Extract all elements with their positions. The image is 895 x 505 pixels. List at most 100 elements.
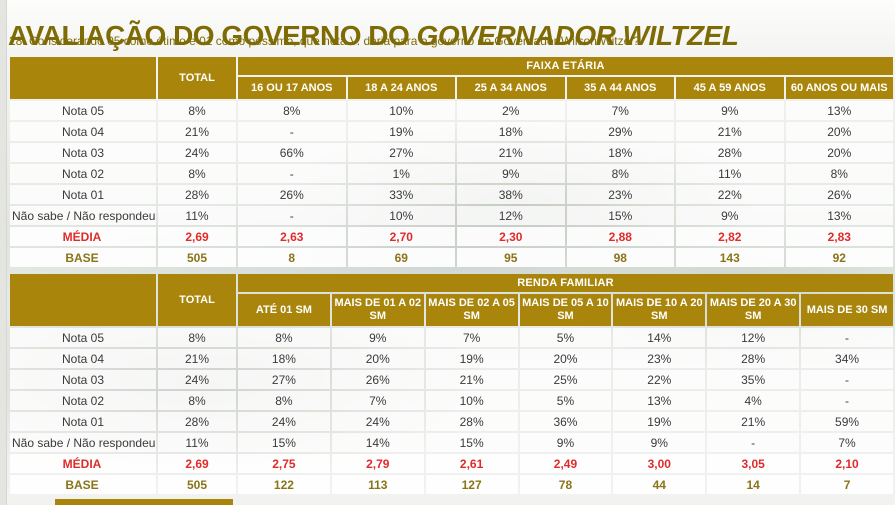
table-cell: 5% [519,391,612,410]
table-row: Nota 05 8% 8% 9% 7% 5% 14% 12% - [10,328,893,347]
table-cell: - [801,328,893,347]
total-cell: 28% [158,412,236,431]
table-cell: 29% [566,122,674,141]
table-cell: 34% [801,349,893,368]
table-row: BASE 505 8 69 95 98 143 92 [10,248,893,267]
table-cell: 3,05 [707,454,800,473]
table-cell: 9% [613,433,706,452]
table-row: Nota 04 21% -19% 18% 29% 21% 20% [10,122,893,141]
table-cell: 44 [613,475,706,494]
table-renda-familiar: TOTAL RENDA FAMILIAR ATÉ 01 SM MAIS DE 01 A… [8,272,895,496]
total-cell: 2,69 [158,454,236,473]
table-cell: 78 [519,475,612,494]
table-cell: 27% [347,143,455,162]
table-cell: 2,61 [425,454,518,473]
table-cell: 15% [425,433,518,452]
column-header: 60 ANOS OU MAIS [785,77,893,99]
data-table-renda-familiar: TOTAL RENDA FAMILIAR ATÉ 01 SM MAIS DE 01 A… [8,272,895,496]
table-row: Nota 01 28% 24% 24% 28% 36% 19% 21% 59% [10,412,893,431]
total-cell: 21% [158,349,236,368]
table-row: MÉDIA 2,69 2,63 2,70 2,30 2,88 2,82 2,83 [10,227,893,246]
total-cell: 8% [158,391,236,410]
table-cell: 19% [347,122,455,141]
table-cell: 24% [331,412,424,431]
header-group-row: TOTAL FAIXA ETÁRIA [10,57,893,99]
total-column-header: TOTAL [158,274,236,326]
column-header: 25 A 34 ANOS [457,77,565,99]
table-cell: 9% [519,433,612,452]
table-cell: 26% [785,185,893,204]
table-cell: - [801,391,893,410]
row-label: Nota 01 [10,412,156,431]
row-label: Nota 01 [10,185,156,204]
row-label: BASE [10,248,156,267]
table-body: Nota 05 8% 8% 9% 7% 5% 14% 12% - Nota 04 21% 18% 20%… [10,328,893,494]
table-cell: 22% [676,185,784,204]
table-cell: 33% [347,185,455,204]
table-cell: 18% [238,349,330,368]
table-faixa-etaria: TOTAL FAIXA ETÁRIA 16 OU 17 ANOS 18 A 24 AN… [8,55,895,269]
row-label: BASE [10,475,156,494]
table-cell: 28% [425,412,518,431]
table-cell: 10% [425,391,518,410]
table-row: Nota 03 24% 27% 26% 21% 25% 22% 35% - [10,370,893,389]
table-cell: 18% [566,143,674,162]
data-table-faixa-etaria: TOTAL FAIXA ETÁRIA 16 OU 17 ANOS 18 A 24 AN… [8,55,895,269]
table-row: Nota 04 21% 18% 20% 19% 20% 23% 28% 34% [10,349,893,368]
table-row: Nota 03 24% 66% 27% 21% 18% 28% 20% [10,143,893,162]
table-cell: 24% [238,412,330,431]
table-cell: 28% [707,349,800,368]
table-cell: 4% [707,391,800,410]
column-header: 18 A 24 ANOS [347,77,455,99]
header-columns-row: ATÉ 01 SM MAIS DE 01 A 02 SM MAIS DE 02 A … [10,294,893,326]
page-title: AVALIAÇÃO DO GOVERNO DO GOVERNADOR WILTZ… [8,19,739,52]
table-cell: 21% [676,122,784,141]
table-row: Nota 01 28% 26% 33% 38% 23% 22% 26% [10,185,893,204]
total-cell: 11% [158,206,236,225]
total-cell: 505 [158,248,236,267]
table-cell: 5% [519,328,612,347]
table-cell: 9% [331,328,424,347]
table-cell: 10% [347,101,455,120]
table-row: Nota 05 8% 8% 10% 2% 7% 9% 13% [10,101,893,120]
table-cell: 7% [566,101,674,120]
table-cell: 26% [238,185,346,204]
table-cell: 12% [707,328,800,347]
table-cell: 13% [785,206,893,225]
column-header: 16 OU 17 ANOS [238,77,346,99]
row-label: Não sabe / Não respondeu [10,206,156,225]
table-cell: 8 [238,248,346,267]
total-cell: 8% [158,101,236,120]
total-cell: 24% [158,143,236,162]
table-cell: 1% [347,164,455,183]
row-label: Nota 02 [10,391,156,410]
table-cell: - [238,206,346,225]
table-cell: 18% [457,122,565,141]
table-cell: 13% [785,101,893,120]
table-cell: 8% [238,391,330,410]
table-cell: 19% [613,412,706,431]
table-cell: 38% [457,185,565,204]
table-cell: 2,83 [785,227,893,246]
partial-next-table-header [55,499,233,505]
column-header: MAIS DE 05 A 10 SM [519,294,612,326]
table-cell: 7% [425,328,518,347]
table-cell: 2,79 [331,454,424,473]
table-cell: 9% [676,101,784,120]
table-cell: 9% [457,164,565,183]
total-cell: 21% [158,122,236,141]
table-cell: 36% [519,412,612,431]
table-cell: 10% [347,206,455,225]
table-cell: 21% [457,143,565,162]
survey-question-text: 28. Considerando 05 como ótimo e 01 como… [9,34,640,48]
row-label: Nota 05 [10,101,156,120]
table-row: Não sabe / Não respondeu 11% -10% 12% 15% 9% 1… [10,206,893,225]
table-cell: 23% [613,349,706,368]
row-label: MÉDIA [10,454,156,473]
row-label: Nota 05 [10,328,156,347]
table-cell: 8% [566,164,674,183]
table-cell: - [238,164,346,183]
table-cell: 14% [613,328,706,347]
table-cell: 2,88 [566,227,674,246]
table-body: Nota 05 8% 8% 10% 2% 7% 9% 13% Nota 04 21% -19% 18%… [10,101,893,267]
